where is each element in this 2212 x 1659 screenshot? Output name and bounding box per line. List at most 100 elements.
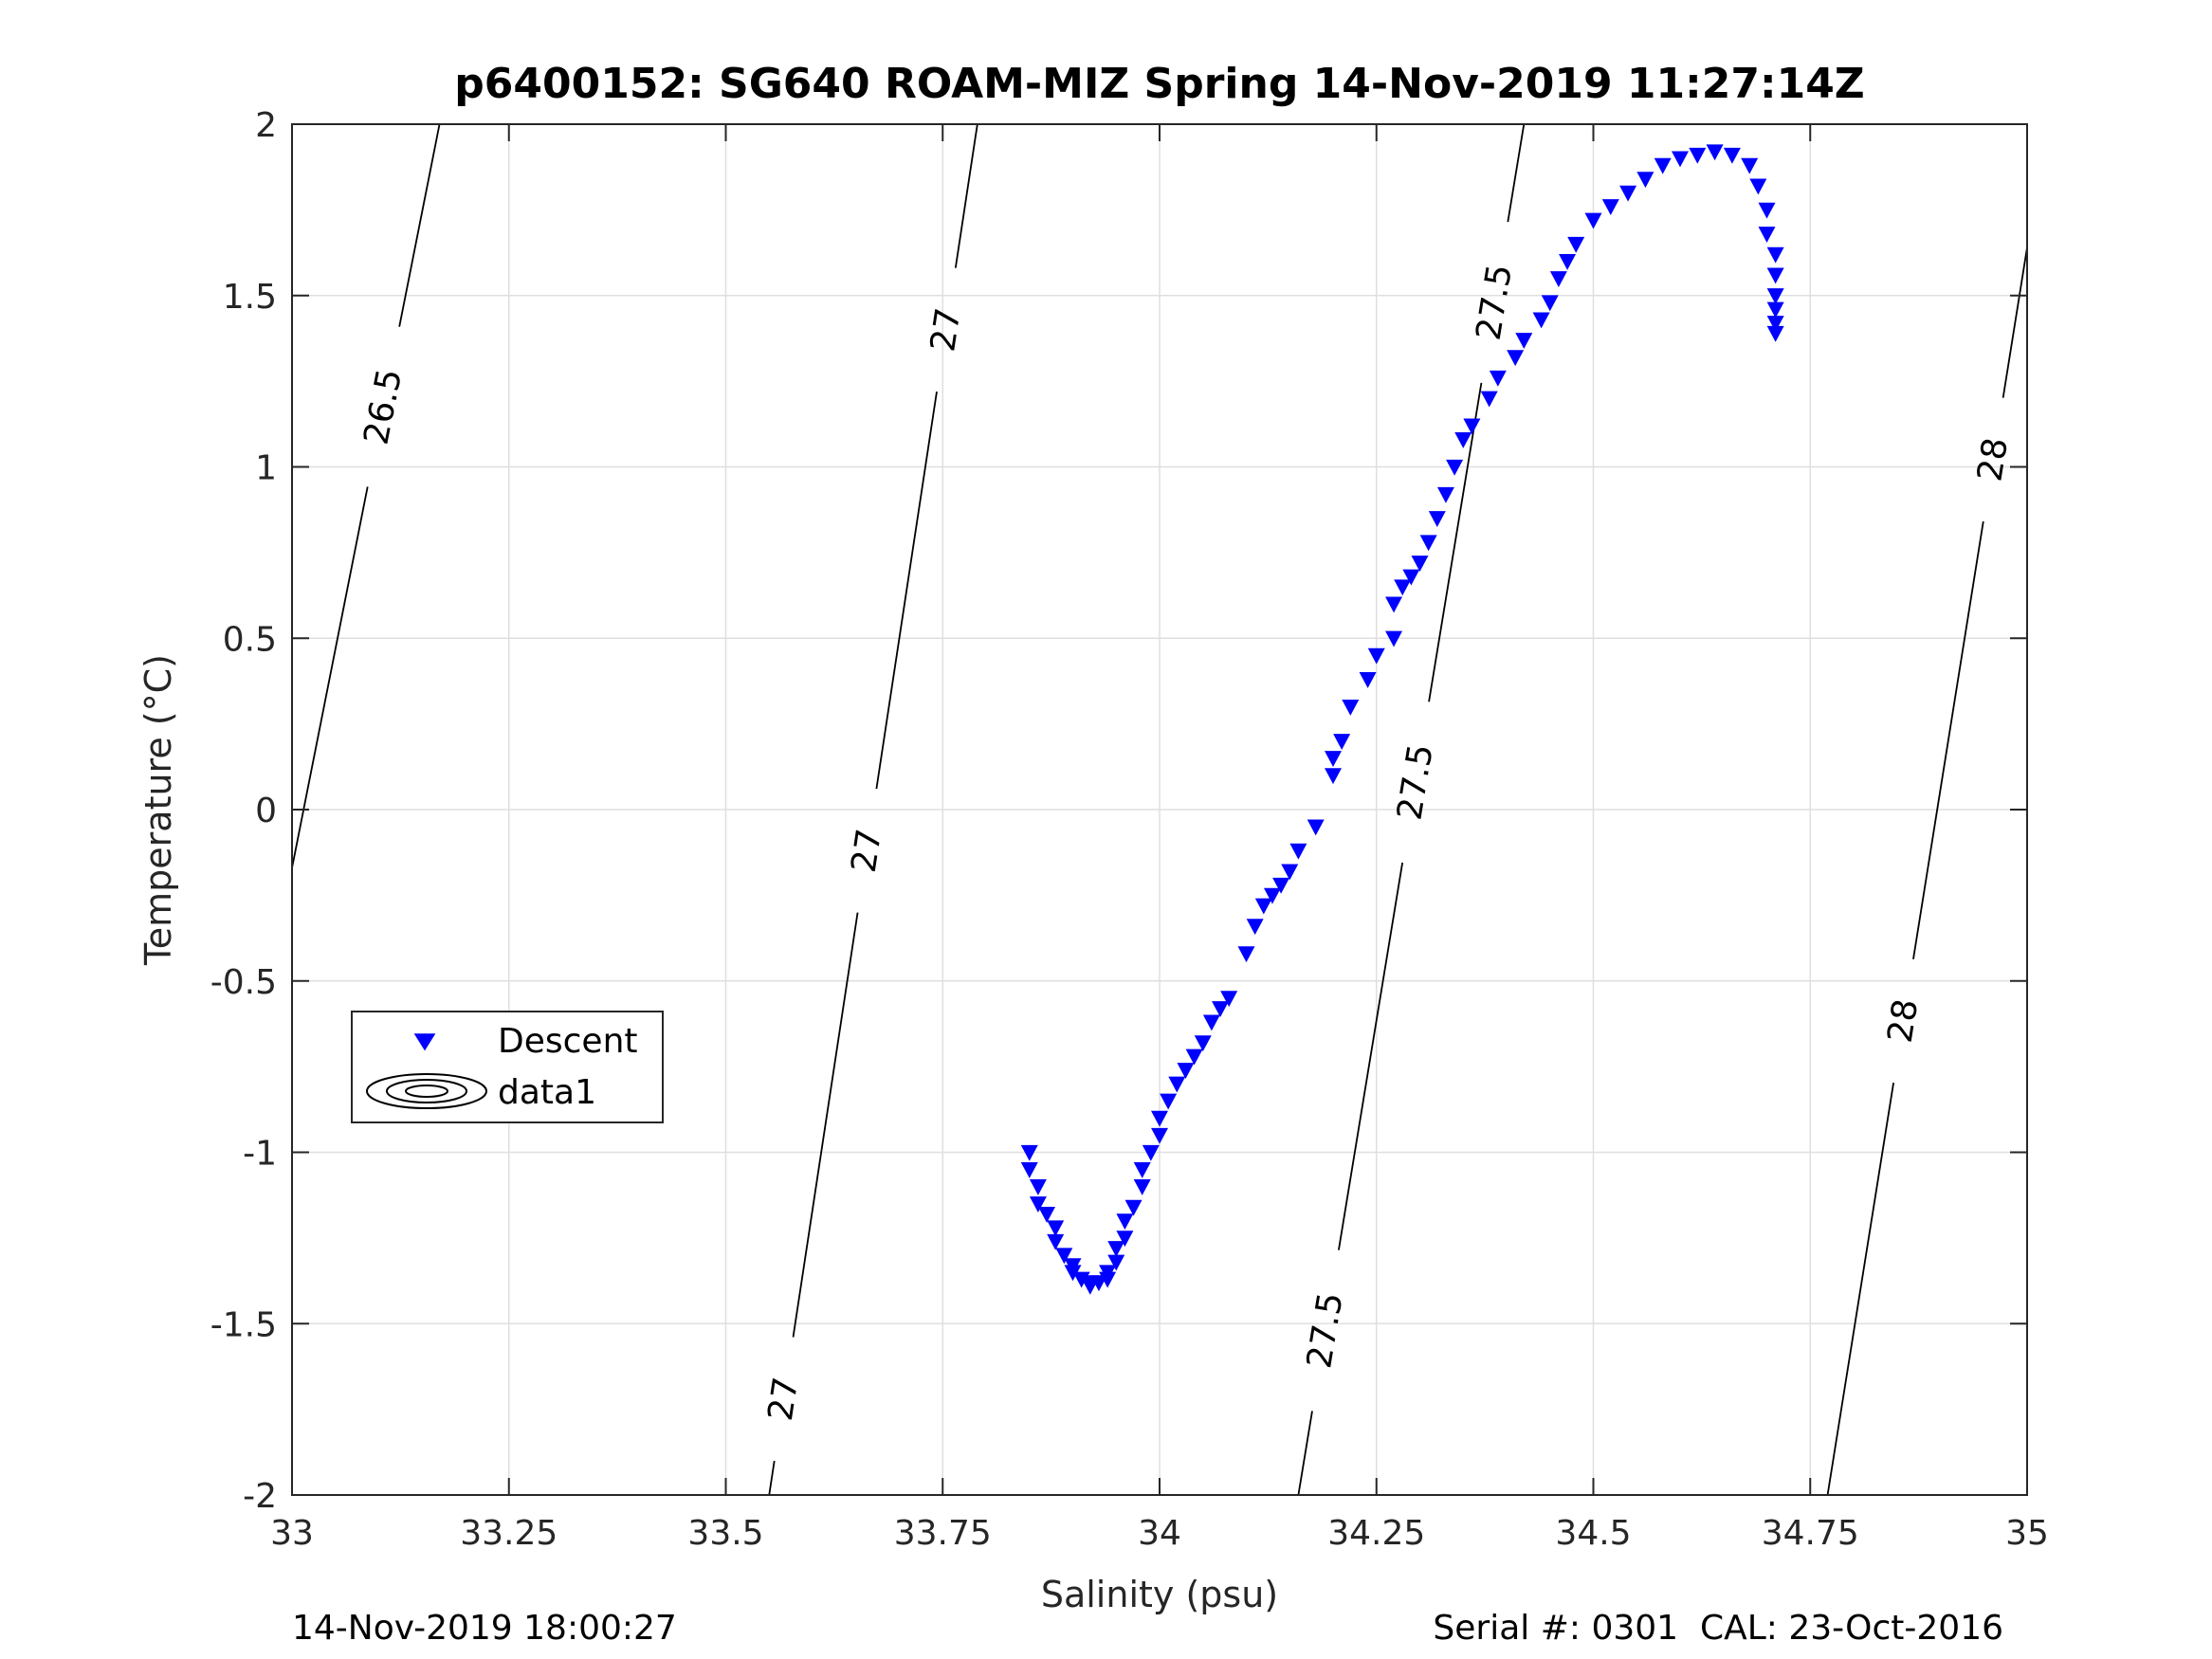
contour-line — [1826, 1083, 1894, 1496]
x-tick-label: 34 — [1138, 1514, 1181, 1553]
x-tick-label: 35 — [2005, 1514, 2049, 1553]
descent-point — [1160, 1093, 1178, 1110]
descent-point — [1020, 1144, 1038, 1161]
descent-point — [1758, 202, 1776, 219]
descent-point — [1107, 1241, 1125, 1257]
descent-point — [1124, 1199, 1143, 1216]
descent-point — [1342, 699, 1360, 716]
descent-point — [1515, 333, 1533, 350]
x-tick-label: 33.75 — [894, 1514, 992, 1553]
contour-label: 28 — [1970, 435, 2016, 484]
descent-point — [1202, 1014, 1220, 1031]
x-axis-label: Salinity (psu) — [1041, 1574, 1278, 1615]
descent-point — [1689, 147, 1707, 164]
legend-entry-data1: data1 — [498, 1073, 596, 1112]
descent-point — [1454, 431, 1472, 448]
descent-point — [1133, 1161, 1151, 1178]
descent-point — [1263, 887, 1281, 904]
descent-point — [1029, 1196, 1047, 1212]
y-tick-label: -2 — [243, 1477, 277, 1516]
descent-point — [1038, 1206, 1056, 1223]
contour-line — [875, 392, 938, 790]
descent-point — [1325, 751, 1342, 768]
legend-descent-marker-icon — [413, 1033, 436, 1051]
descent-point — [1307, 819, 1325, 836]
y-tick-label: 0 — [255, 792, 277, 830]
descent-point — [1446, 459, 1464, 476]
footer-serial-cal: Serial #: 0301 CAL: 23-Oct-2016 — [1433, 1609, 2003, 1648]
y-axis-label: Temperature (°C) — [137, 654, 179, 966]
contour-line — [1338, 862, 1404, 1250]
descent-point — [1766, 267, 1784, 284]
descent-point — [1619, 185, 1637, 202]
descent-point — [1549, 271, 1567, 287]
legend-entry-descent: Descent — [498, 1022, 638, 1061]
descent-point — [1532, 312, 1550, 329]
contour-line — [792, 912, 859, 1338]
descent-point — [1133, 1179, 1151, 1195]
descent-point — [1289, 843, 1307, 860]
descent-point — [1151, 1110, 1168, 1127]
descent-point — [1047, 1233, 1065, 1250]
descent-point — [1507, 350, 1525, 367]
axis-ticks: 33 33.25 33.5 33.75 34 34.25 34.5 34.75 35 -2 -1.5… — [210, 106, 2049, 1553]
descent-point — [1029, 1179, 1047, 1195]
descent-point — [1559, 254, 1577, 270]
descent-point — [1723, 147, 1741, 164]
descent-point — [1237, 946, 1255, 963]
descent-point — [1385, 596, 1403, 613]
descent-point — [1489, 370, 1507, 387]
x-tick-label: 34.75 — [1762, 1514, 1859, 1553]
descent-point — [1142, 1144, 1160, 1161]
x-tick-label: 34.25 — [1327, 1514, 1425, 1553]
descent-point — [1254, 898, 1272, 915]
contour-label: 27 — [761, 1375, 806, 1423]
descent-point — [1766, 325, 1784, 342]
descent-point — [1055, 1248, 1073, 1265]
descent-point — [1480, 391, 1498, 408]
x-tick-label: 34.5 — [1555, 1514, 1631, 1553]
contour-label: 27 — [845, 827, 889, 875]
descent-point — [1220, 991, 1238, 1008]
descent-point — [1749, 178, 1767, 195]
legend-box — [351, 1011, 664, 1123]
x-tick-label: 33.25 — [460, 1514, 558, 1553]
descent-point — [1177, 1063, 1195, 1080]
descent-point — [1089, 1275, 1107, 1292]
y-tick-label: -0.5 — [210, 963, 277, 1002]
descent-point — [1541, 295, 1559, 312]
y-tick-label: -1.5 — [210, 1305, 277, 1344]
descent-point — [1766, 301, 1784, 319]
contour-line — [1428, 382, 1483, 702]
descent-point — [1151, 1127, 1168, 1144]
y-tick-label: 1 — [255, 449, 277, 488]
chart-title: p6400152: SG640 ROAM-MIZ Spring 14-Nov-2… — [454, 60, 1864, 108]
legend[interactable]: Descent data1 — [351, 1011, 664, 1123]
descent-point — [1212, 1001, 1230, 1017]
descent-point — [1099, 1265, 1117, 1282]
descent-point — [1116, 1213, 1134, 1231]
descent-point — [1020, 1161, 1038, 1178]
descent-point — [1168, 1076, 1186, 1093]
contour-line — [1912, 520, 1984, 959]
descent-point — [1766, 288, 1784, 305]
x-tick-label: 33.5 — [687, 1514, 763, 1553]
descent-point — [1411, 556, 1429, 572]
descent-markers — [1020, 144, 1784, 1295]
descent-point — [1758, 227, 1776, 243]
descent-point — [1325, 768, 1342, 785]
contour-line — [398, 123, 441, 327]
descent-point — [1567, 236, 1585, 253]
y-tick-label: 2 — [255, 106, 277, 145]
descent-point — [1385, 630, 1403, 647]
y-tick-label: 0.5 — [223, 620, 277, 659]
descent-point — [1272, 877, 1290, 894]
descent-point — [1428, 511, 1446, 527]
descent-point — [1047, 1220, 1065, 1237]
descent-point — [1333, 734, 1351, 750]
descent-point — [1706, 144, 1724, 161]
descent-point — [1394, 579, 1412, 596]
descent-point — [1402, 569, 1420, 586]
